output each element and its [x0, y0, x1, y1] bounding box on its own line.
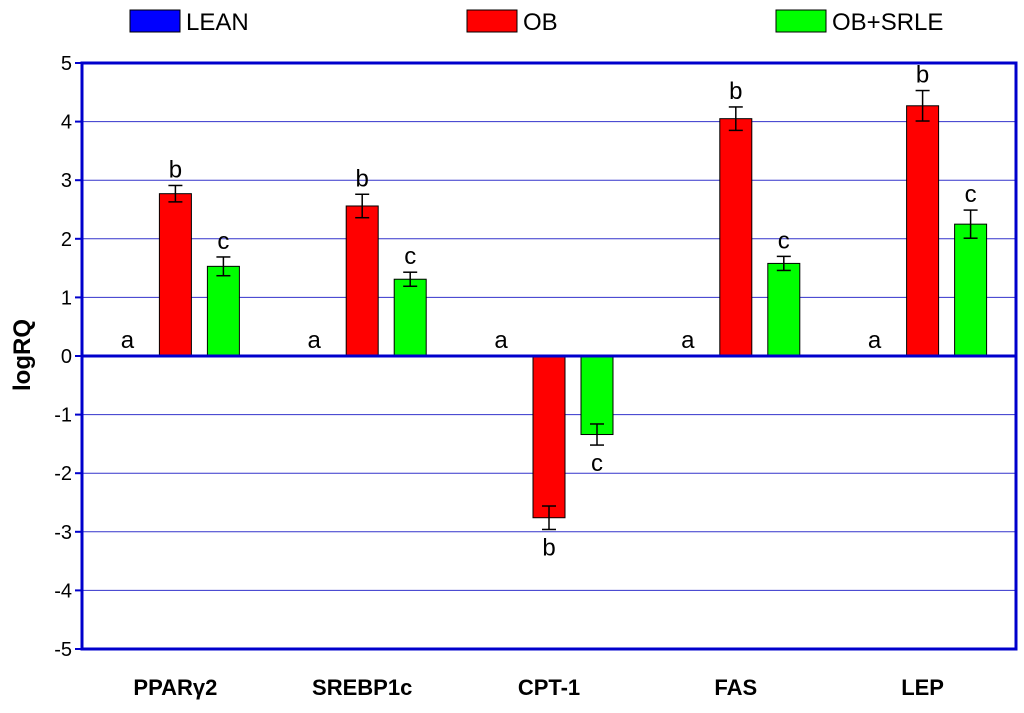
x-axis: PPARγ2 SREBP1c CPT-1 FAS LEP [133, 675, 944, 700]
y-tick-label: 3 [61, 170, 72, 192]
legend: LEAN OB OB+SRLE [129, 9, 943, 36]
legend-swatch [466, 9, 518, 33]
bar [345, 205, 379, 357]
significance-label: a [308, 327, 322, 354]
bars: a b c a b c a b c a b c a b c [121, 62, 988, 561]
y-tick-label: -2 [54, 463, 72, 485]
category-label: SREBP1c [312, 675, 412, 700]
significance-label: b [729, 78, 742, 105]
y-tick-label: -4 [54, 580, 72, 602]
bar [158, 193, 192, 357]
significance-label: b [542, 534, 555, 561]
significance-label: b [356, 165, 369, 192]
y-tick-label: 1 [61, 287, 72, 309]
category-label: FAS [714, 675, 757, 700]
category-label: CPT-1 [518, 675, 580, 700]
significance-label: b [169, 156, 182, 183]
bar [393, 278, 427, 357]
significance-label: a [681, 327, 695, 354]
category-label: PPARγ2 [133, 675, 217, 700]
significance-label: c [965, 181, 977, 208]
legend-label: OB [523, 9, 558, 36]
y-axis-label: logRQ [9, 319, 36, 391]
y-tick-label: -5 [54, 639, 72, 661]
y-axis: 5 4 3 2 1 0 -1 -2 -3 -4 -5 [54, 53, 82, 661]
y-tick-label: 5 [61, 53, 72, 75]
bar [580, 355, 614, 436]
significance-label: c [591, 450, 603, 477]
bar [532, 355, 566, 519]
significance-label: a [868, 327, 882, 354]
y-tick-label: -3 [54, 522, 72, 544]
bar [206, 265, 240, 357]
bar [767, 262, 801, 357]
y-tick-label: 2 [61, 229, 72, 251]
bar [954, 223, 988, 357]
legend-swatch [129, 9, 181, 33]
category-label: LEP [901, 675, 944, 700]
bar [906, 105, 940, 357]
significance-label: c [778, 227, 790, 254]
significance-label: a [121, 327, 135, 354]
y-tick-label: 4 [61, 112, 72, 134]
significance-label: b [916, 62, 929, 89]
significance-label: c [404, 243, 416, 270]
significance-label: a [494, 327, 508, 354]
legend-label: LEAN [186, 9, 249, 36]
legend-label: OB+SRLE [832, 9, 943, 36]
y-tick-label: -1 [54, 405, 72, 427]
significance-label: c [217, 228, 229, 255]
legend-swatch [775, 9, 827, 33]
bar [719, 118, 753, 357]
y-tick-label: 0 [61, 346, 72, 368]
